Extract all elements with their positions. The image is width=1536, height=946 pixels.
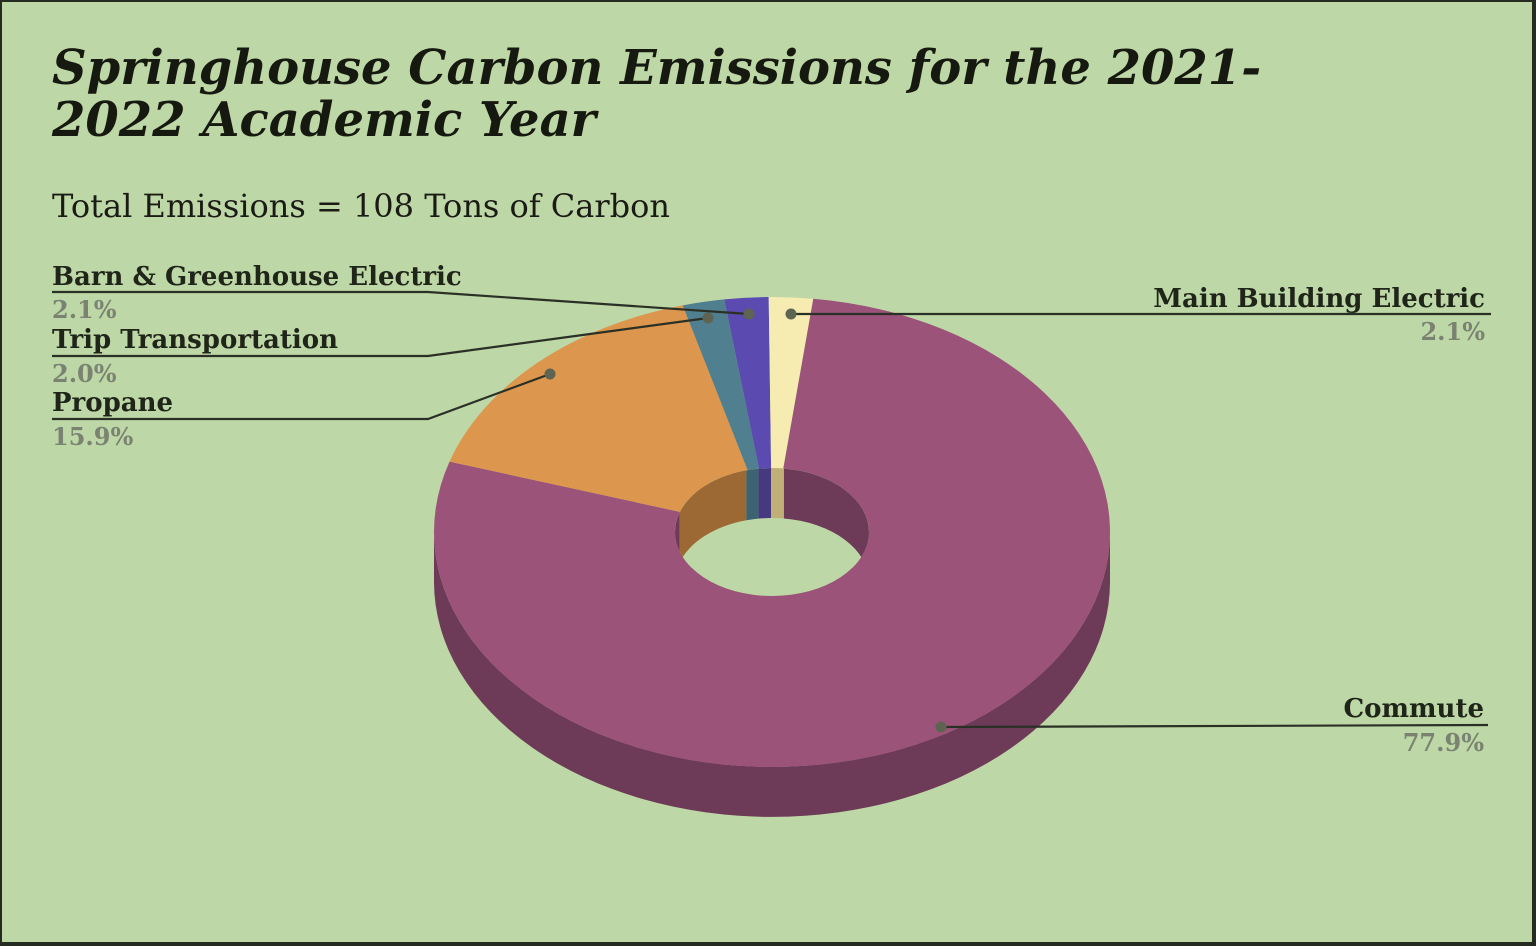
leader-line <box>52 290 750 316</box>
chart-title: Springhouse Carbon Emissions for the 202… <box>52 40 1262 148</box>
leader-line <box>940 723 1489 729</box>
callout-label-barn-greenhouse-electric: Barn & Greenhouse Electric <box>52 262 462 292</box>
leader-dot <box>935 721 947 733</box>
pie-slice-propane[interactable] <box>449 305 772 532</box>
donut-side <box>434 532 1110 817</box>
callout-label-commute: Commute <box>1343 694 1484 724</box>
leader-dot <box>702 312 714 324</box>
callout-label-main-building-electric: Main Building Electric <box>1153 284 1485 314</box>
leader-dot <box>785 308 797 320</box>
chart-subtitle: Total Emissions = 108 Tons of Carbon <box>52 187 671 225</box>
donut-inner-wall <box>679 470 747 563</box>
leader-dot <box>743 308 755 320</box>
donut-inner-wall <box>771 468 772 519</box>
callout-label-trip-transportation: Trip Transportation <box>52 325 339 355</box>
leader-dot <box>544 368 556 380</box>
leader-line <box>52 372 551 421</box>
callout-pct-trip-transportation: 2.0% <box>52 359 117 388</box>
donut-inner-wall <box>783 468 869 582</box>
donut-inner-wall <box>772 468 784 519</box>
donut-inner-wall <box>746 468 759 521</box>
callout-pct-propane: 15.9% <box>52 422 134 451</box>
callout-pct-barn-greenhouse-electric: 2.1% <box>52 295 117 324</box>
callout-pct-main-building-electric: 2.1% <box>1420 317 1485 346</box>
callout-label-propane: Propane <box>52 388 174 418</box>
leader-line <box>52 316 709 358</box>
callout-pct-commute: 77.9% <box>1402 728 1484 757</box>
donut-inner-wall <box>758 468 772 519</box>
